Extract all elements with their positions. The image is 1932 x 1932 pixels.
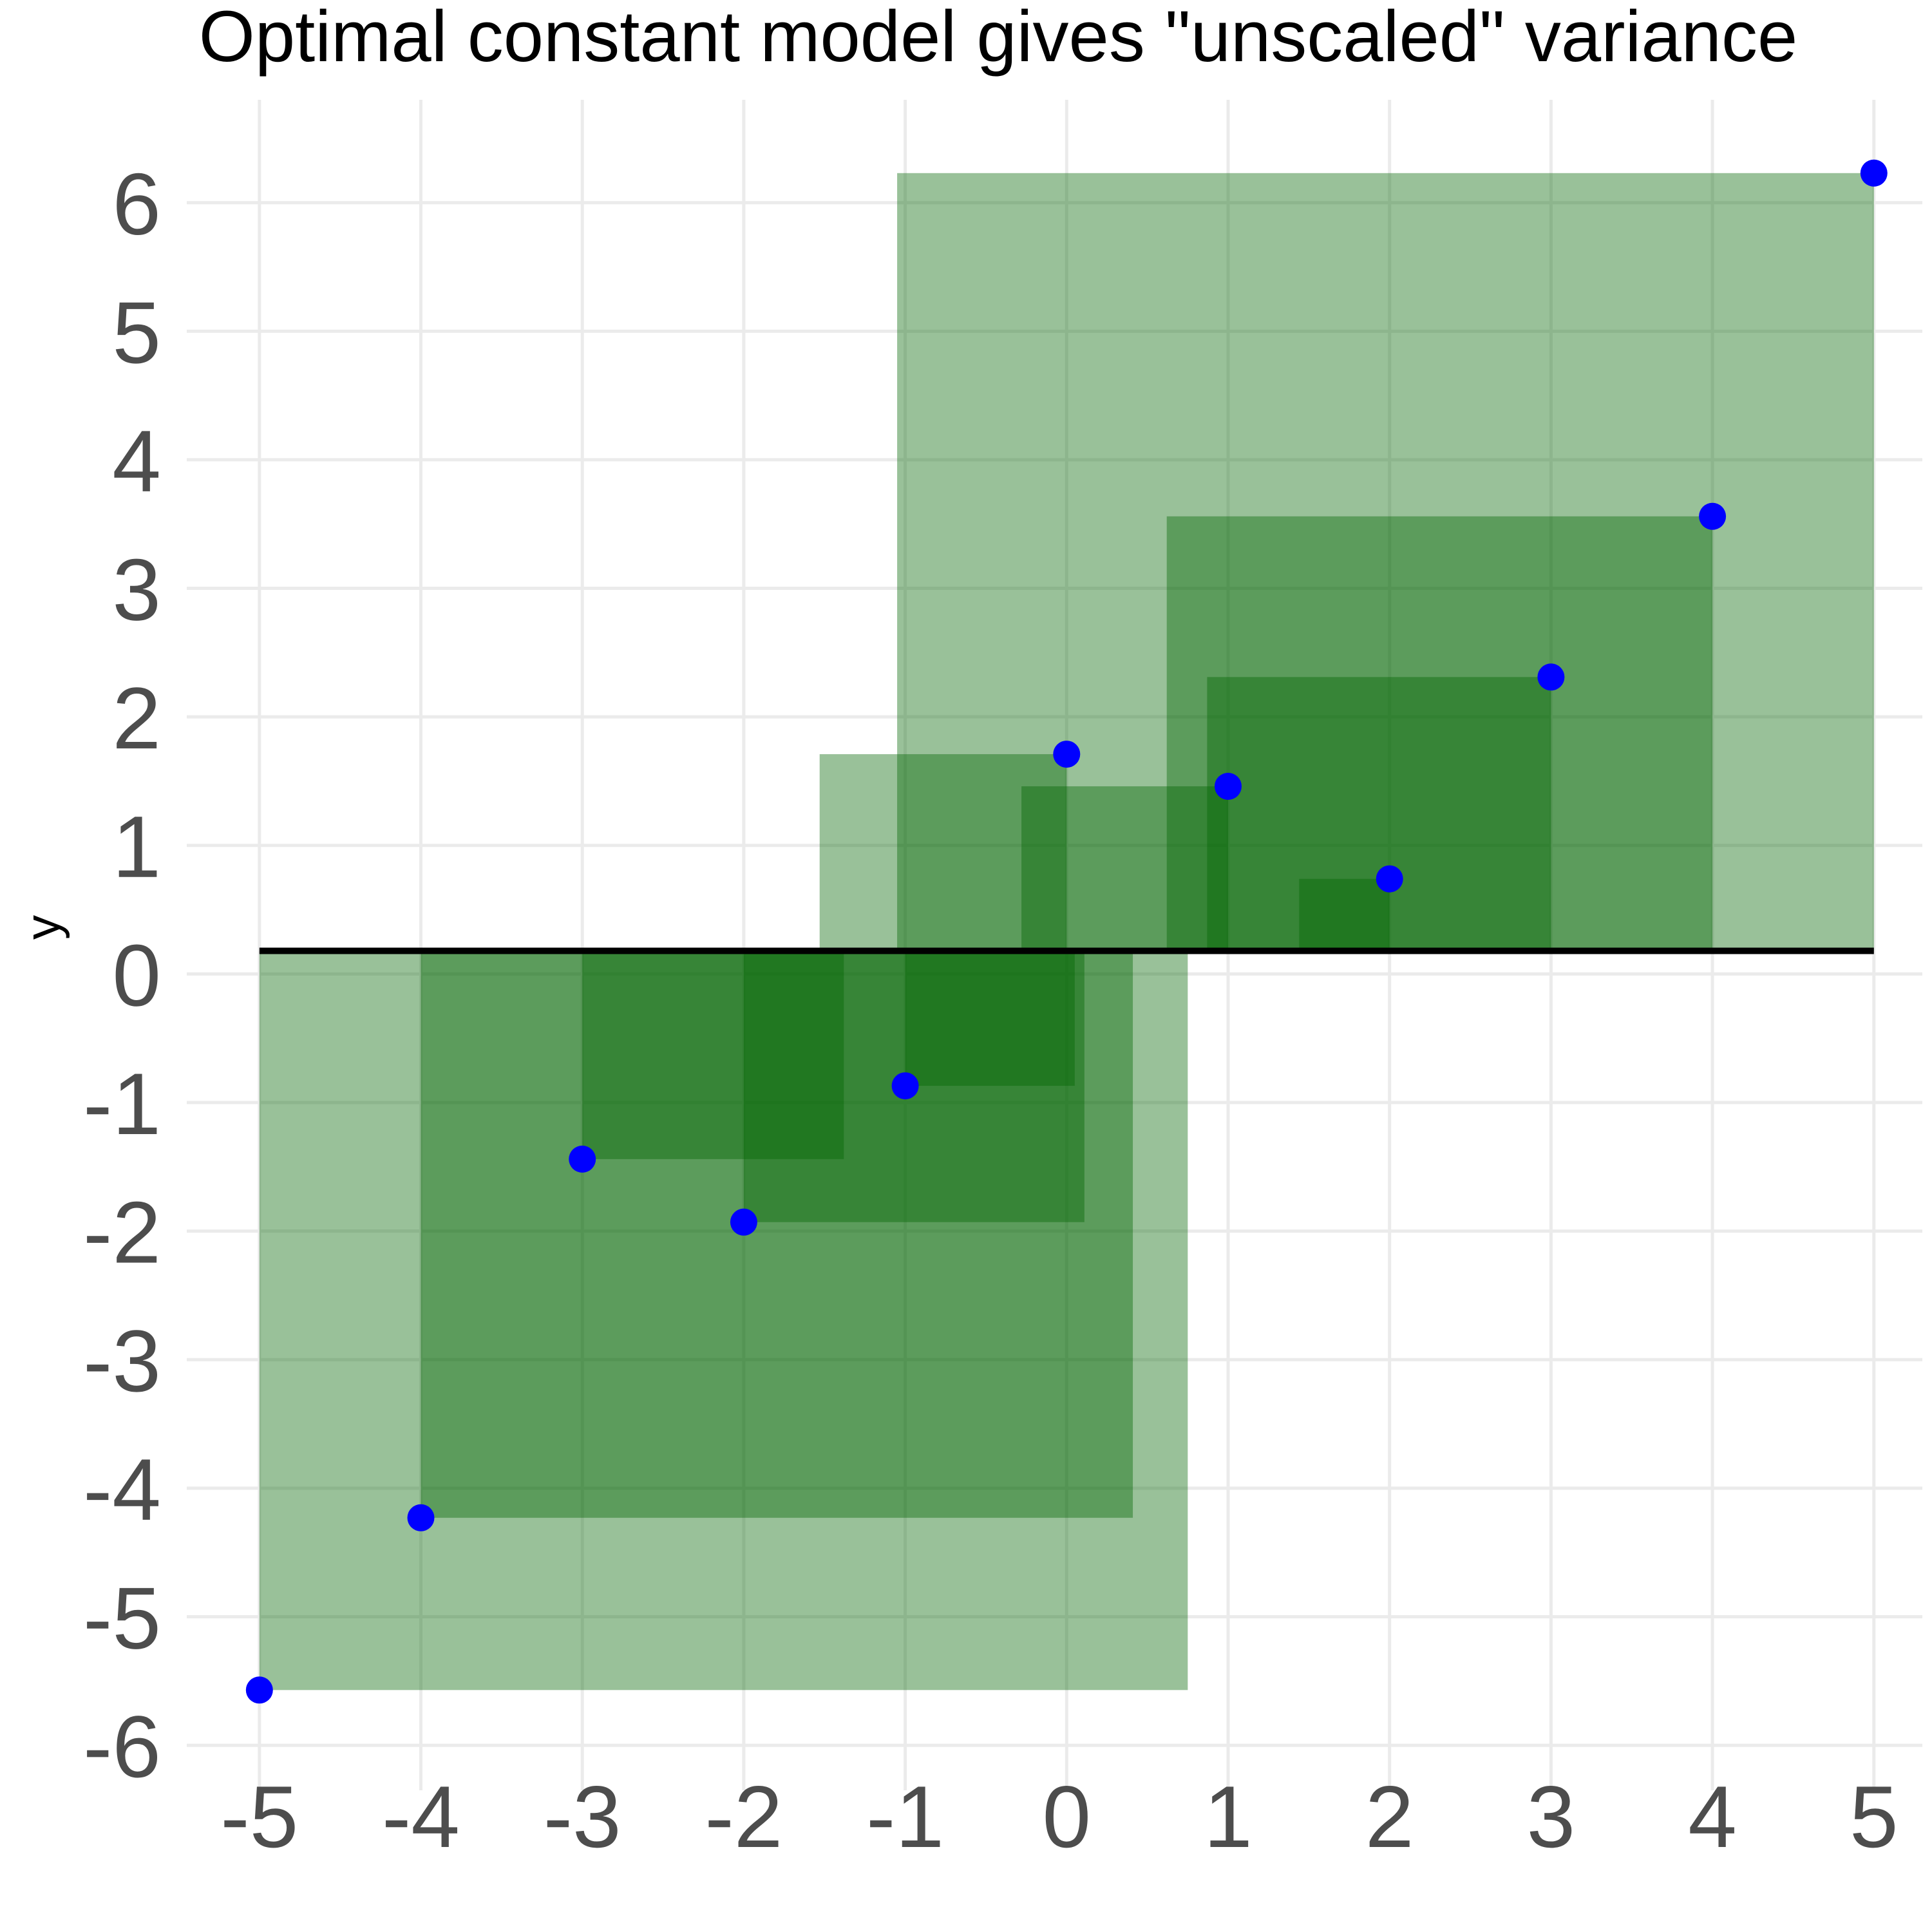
y-tick-label: 0 [112, 926, 161, 1024]
x-tick-label: 4 [1688, 1768, 1737, 1866]
residual-square [819, 754, 1067, 951]
residual-square [582, 951, 844, 1159]
squared-residuals [259, 173, 1874, 1690]
y-tick-label: 3 [112, 541, 161, 639]
grid [187, 100, 1922, 1790]
chart-title: Optimal constant model gives "unscaled" … [199, 0, 1798, 77]
data-point [1376, 865, 1403, 893]
y-tick-label: -5 [83, 1569, 161, 1667]
x-tick-label: 2 [1365, 1768, 1414, 1866]
x-tick-label: -1 [866, 1768, 944, 1866]
y-tick-label: 4 [112, 412, 161, 510]
y-tick-label: -4 [83, 1441, 161, 1539]
data-point [407, 1504, 435, 1531]
data-point [891, 1072, 919, 1100]
data-point [1537, 663, 1565, 691]
y-tick-label: -6 [83, 1698, 161, 1795]
x-tick-label: 5 [1850, 1768, 1899, 1866]
residual-square [1299, 878, 1390, 951]
x-axis-ticks: -5 -4 -3 -2 -1 0 1 2 3 4 5 [220, 1768, 1898, 1866]
y-tick-label: 1 [112, 798, 161, 896]
x-tick-label: 3 [1527, 1768, 1576, 1866]
residual-square [421, 951, 1133, 1518]
y-tick-label: -3 [83, 1312, 161, 1410]
y-axis-label: y [15, 915, 70, 940]
x-tick-label: 1 [1204, 1768, 1253, 1866]
residual-square [259, 951, 1188, 1690]
x-tick-label: -3 [544, 1768, 621, 1866]
residual-square [1207, 677, 1551, 951]
y-axis-ticks: -6 -5 -4 -3 -2 -1 0 1 2 3 4 5 6 [83, 155, 161, 1795]
data-point [1215, 772, 1242, 800]
x-tick-label: -5 [220, 1768, 298, 1866]
y-tick-label: 2 [112, 669, 161, 767]
data-point [1053, 741, 1081, 768]
residual-square [897, 173, 1874, 951]
data-point [1699, 502, 1727, 530]
residual-square [1021, 786, 1228, 951]
data-point [1860, 159, 1888, 187]
y-tick-label: 5 [112, 283, 161, 381]
y-tick-label: 6 [112, 155, 161, 253]
x-tick-label: 0 [1042, 1768, 1091, 1866]
data-point [245, 1676, 273, 1704]
y-tick-label: -2 [83, 1184, 161, 1282]
data-points [245, 159, 1888, 1704]
data-point [569, 1145, 596, 1173]
residual-square [1166, 516, 1713, 951]
data-point [730, 1208, 757, 1236]
x-tick-label: -4 [382, 1768, 460, 1866]
x-tick-label: -2 [705, 1768, 782, 1866]
residual-square [905, 951, 1075, 1086]
y-tick-label: -1 [83, 1055, 161, 1153]
